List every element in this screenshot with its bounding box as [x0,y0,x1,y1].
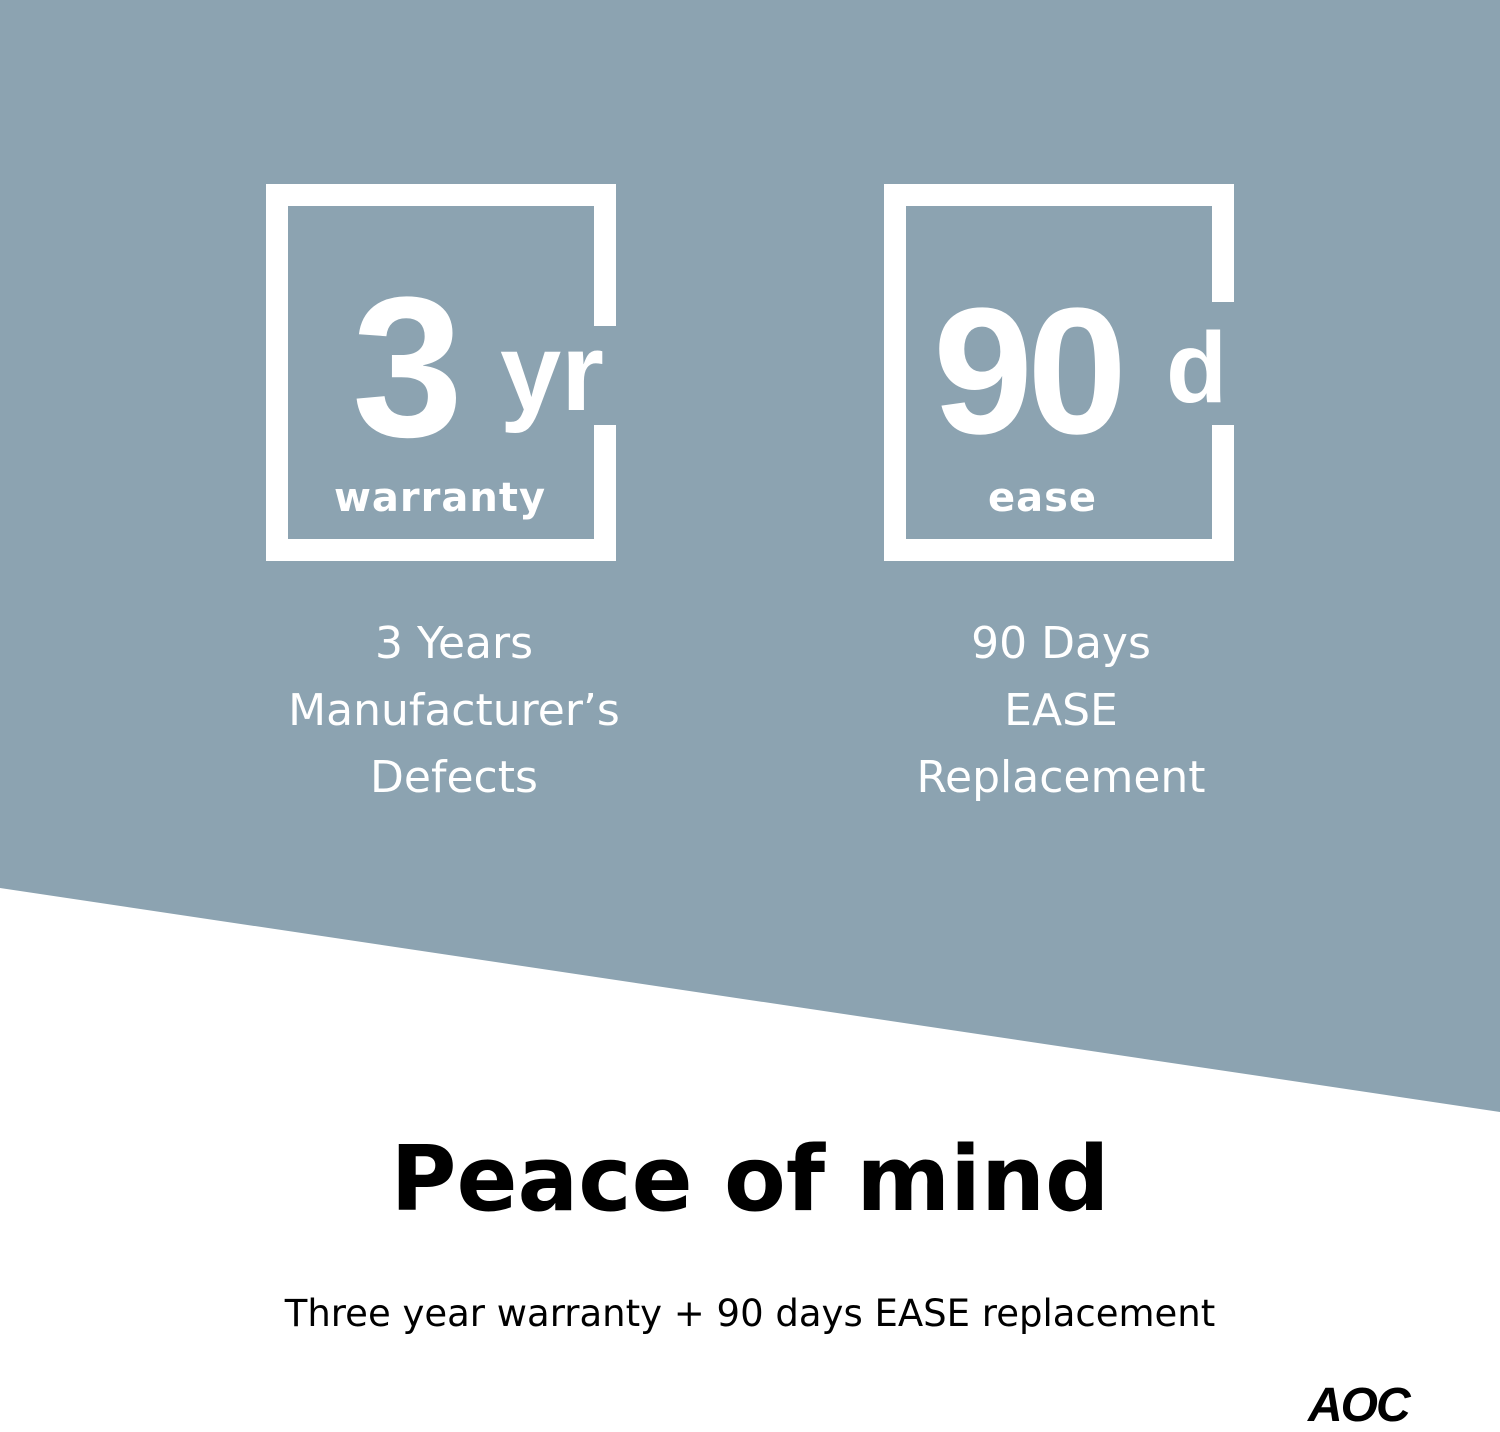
warranty-description-line: Manufacturer’s [288,685,620,736]
warranty-description: 3 Years Manufacturer’s Defects [204,610,704,811]
ease-number: 90 [933,271,1127,472]
warranty-number: 3 [352,256,464,479]
warranty-label: warranty [333,475,547,521]
headline: Peace of mind [390,1127,1110,1232]
ease-description-line: Replacement [916,752,1206,803]
ease-description-line: EASE [1004,685,1118,736]
warranty-unit: yr [500,311,604,434]
warranty-description-line: 3 Years [374,618,534,669]
ease-description: 90 Days EASE Replacement [811,610,1311,811]
warranty-badge-frame [266,184,616,561]
slanted-panel [0,0,1500,1112]
ease-badge-frame [884,184,1234,561]
warranty-description-line: Defects [370,752,538,803]
ease-description-line: 90 Days [971,618,1151,669]
aoc-logo: AOC [1308,1379,1411,1432]
subheadline: Three year warranty + 90 days EASE repla… [284,1292,1216,1335]
ease-unit: d [1166,312,1228,424]
ease-label: ease [987,475,1098,521]
